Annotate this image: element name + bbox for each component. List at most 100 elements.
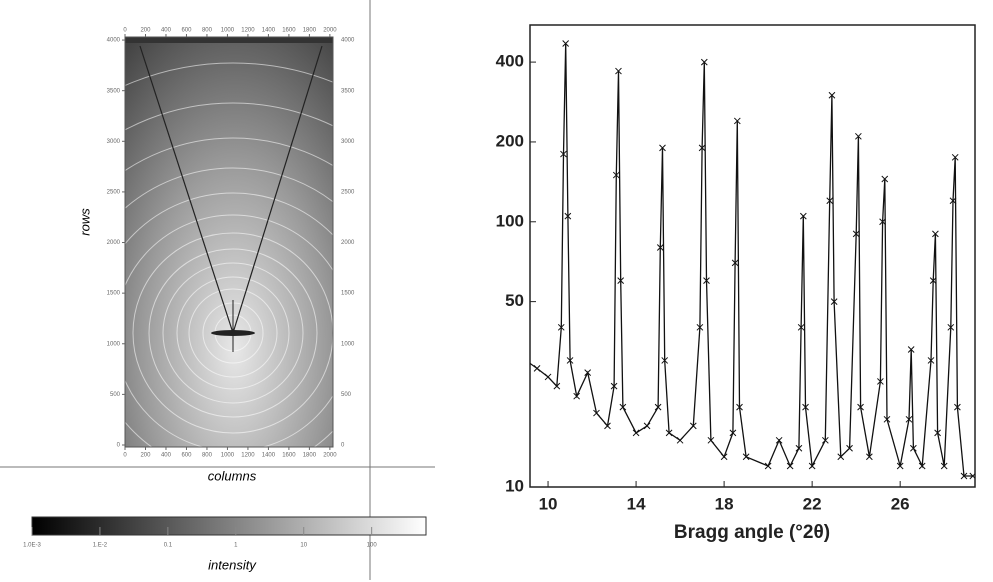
x-tick-label: 400 [161, 453, 172, 459]
y-tick-label: 4000 [107, 38, 121, 44]
x-tick-label: 1600 [282, 28, 296, 34]
data-point [562, 40, 570, 47]
x-tick-label: 1800 [303, 453, 317, 459]
data-point [557, 323, 565, 331]
data-point [795, 444, 803, 452]
x-tick-label: 1600 [282, 453, 296, 459]
data-point [826, 197, 834, 205]
data-point [573, 392, 581, 400]
data-point [808, 462, 816, 470]
data-point [940, 462, 948, 470]
data-point [733, 117, 741, 125]
y-tick-label: 1500 [341, 291, 355, 297]
data-point [566, 357, 574, 364]
data-point [797, 323, 805, 331]
y-tick-label: 500 [110, 392, 121, 398]
x-tick-label: 22 [803, 494, 822, 513]
data-point [910, 444, 917, 452]
y-tick-label: 0 [341, 443, 345, 449]
x-tick-label: 1000 [221, 28, 235, 34]
data-point [661, 357, 669, 364]
plot-frame [529, 24, 976, 488]
data-point [632, 429, 640, 437]
data-point [881, 175, 889, 183]
data-point [544, 373, 552, 381]
data-point [584, 369, 592, 376]
data-point [560, 150, 567, 158]
y-tick-label: 400 [496, 52, 524, 71]
data-point [729, 429, 737, 437]
data-point [830, 298, 838, 305]
data-point [610, 382, 618, 390]
data-point [927, 357, 935, 364]
data-point [612, 171, 620, 179]
data-point [879, 218, 886, 226]
x-tick-label: 26 [891, 494, 910, 513]
detector-edge [125, 37, 333, 43]
data-point [969, 472, 975, 480]
y-tick-label: 3000 [341, 139, 355, 145]
data-point [764, 462, 772, 470]
x-tick-label: 2000 [323, 28, 337, 34]
guide-line [232, 45, 323, 334]
x-tick-label: 600 [181, 453, 192, 459]
data-point [802, 403, 809, 411]
x-tick-label: 1000 [221, 453, 235, 459]
x-tick-label: 1400 [262, 453, 276, 459]
data-point [775, 436, 783, 444]
data-point [821, 436, 829, 444]
y-tick-label: 2500 [341, 189, 355, 195]
x-tick-label: 800 [202, 453, 213, 459]
x-tick-label: 800 [202, 28, 213, 34]
data-point [799, 212, 807, 220]
diffraction-rings [125, 62, 333, 447]
data-point [659, 144, 666, 152]
data-point [533, 365, 541, 372]
data-point [615, 67, 622, 75]
colorbar-tick-label: 10 [300, 543, 307, 549]
colorbar-tick-label: 1 [234, 543, 238, 549]
data-line [530, 43, 973, 477]
x-tick-label: 1800 [303, 28, 317, 34]
y-tick-label: 1000 [107, 341, 121, 347]
data-point [689, 422, 697, 430]
data-point [905, 415, 913, 423]
x-tick-label: 200 [140, 28, 151, 34]
data-point [877, 378, 884, 385]
colorbar-tick-label: 100 [367, 543, 378, 549]
data-point [846, 444, 853, 452]
data-point [951, 153, 959, 161]
data-point [523, 357, 529, 363]
y-tick-label: 0 [117, 443, 121, 449]
y-tick-label: 50 [505, 291, 524, 310]
x-tick-label: 10 [539, 494, 558, 513]
x-tick-label: 0 [123, 28, 127, 34]
data-point [918, 462, 926, 470]
data-point [665, 429, 673, 437]
data-point [896, 462, 904, 470]
guide-line [139, 45, 234, 334]
data-point [929, 277, 937, 284]
data-point [604, 422, 611, 430]
data-point [960, 472, 968, 480]
x-axis-label: columns [208, 468, 257, 483]
data-point [949, 197, 957, 205]
x-tick-label: 200 [140, 453, 151, 459]
x-tick-label: 1200 [241, 453, 255, 459]
data-point [907, 346, 915, 353]
data-point [828, 91, 836, 99]
colorbar-tick-label: 0.1 [164, 543, 173, 549]
beam-stop [211, 330, 255, 336]
x-tick-label: 1200 [241, 28, 255, 34]
data-point [698, 144, 706, 152]
data-point [786, 462, 794, 470]
data-point [696, 323, 704, 331]
data-point [932, 230, 939, 238]
data-point [703, 277, 710, 284]
data-point [736, 403, 743, 411]
data-point [852, 230, 860, 238]
y-tick-label: 500 [341, 392, 352, 398]
data-point [947, 323, 955, 331]
y-tick-label: 3000 [107, 139, 121, 145]
